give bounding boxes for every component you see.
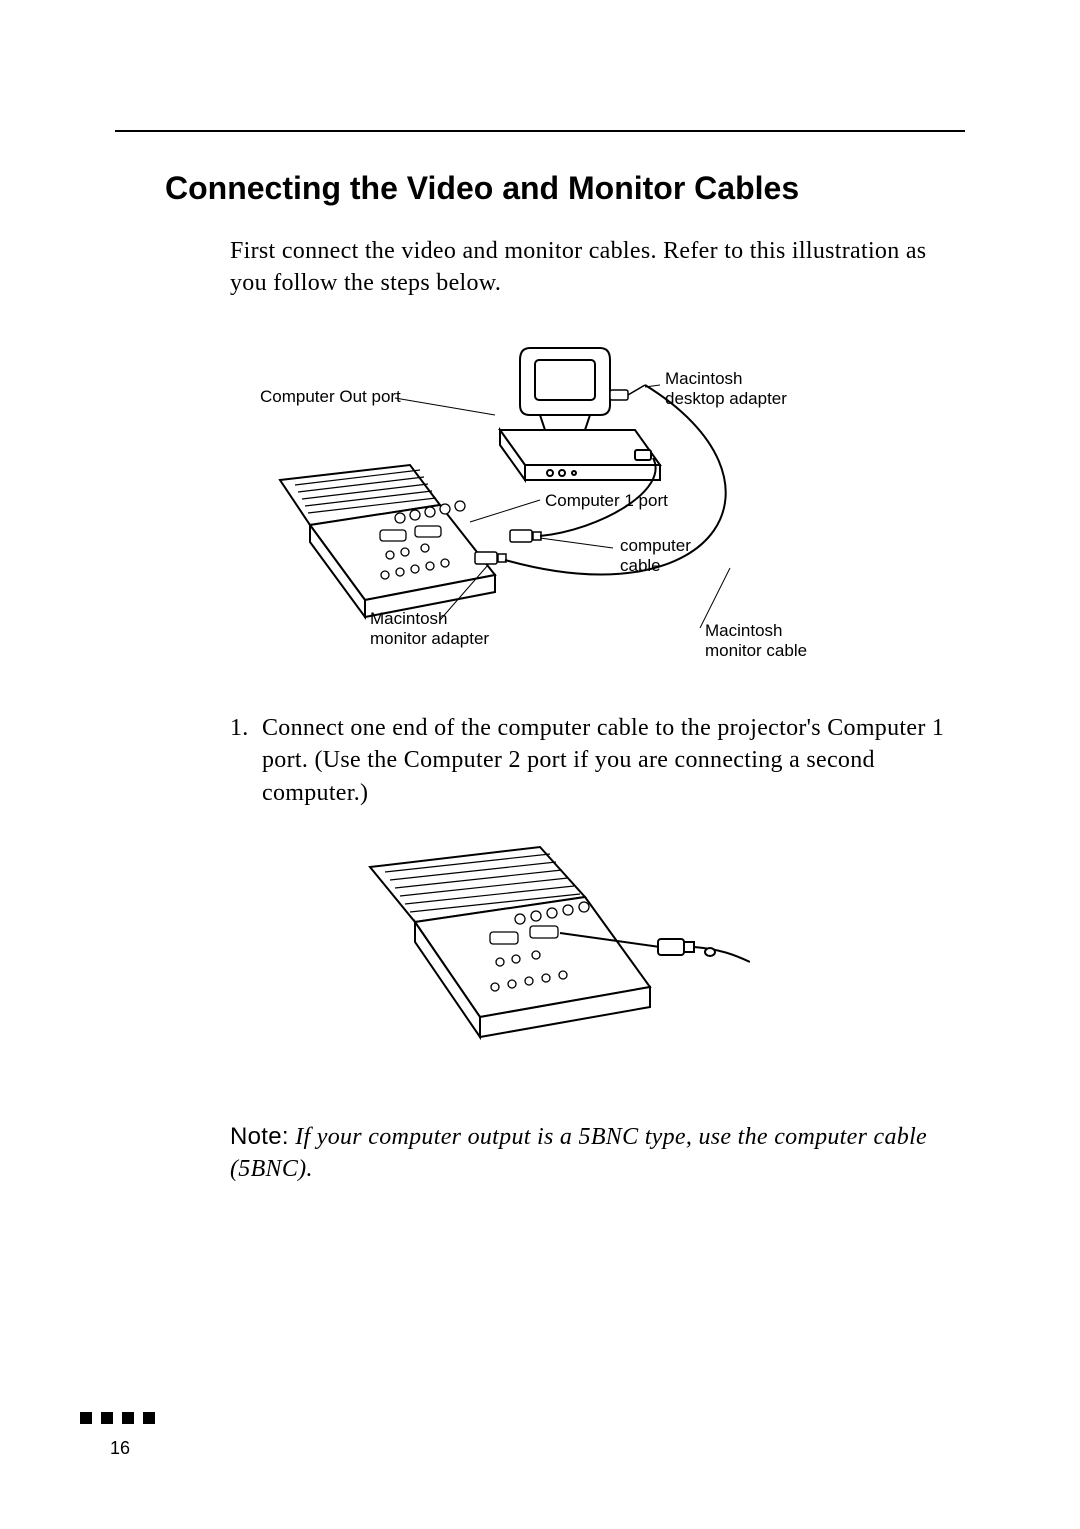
label-computer-out-port: Computer Out port [260, 386, 401, 407]
footer-decor-squares [80, 1412, 155, 1424]
label-mac-desktop-adapter-l1: Macintosh [665, 368, 742, 389]
step-1-text: Connect one end of the computer cable to… [262, 712, 950, 809]
square-icon [80, 1412, 92, 1424]
figure-step1-diagram [330, 827, 750, 1087]
top-rule [115, 130, 965, 132]
label-mac-monitor-cable-l1: Macintosh [705, 620, 782, 641]
label-mac-monitor-adapter-l1: Macintosh [370, 608, 447, 629]
note-label: Note: [230, 1123, 289, 1150]
note-body: If your computer output is a 5BNC type, … [230, 1124, 927, 1182]
label-computer-cable-l1: computer [620, 535, 691, 556]
step-1-number: 1. [230, 712, 262, 809]
square-icon [143, 1412, 155, 1424]
section-heading: Connecting the Video and Monitor Cables [165, 170, 965, 207]
intro-paragraph: First connect the video and monitor cabl… [230, 235, 950, 300]
manual-page: Connecting the Video and Monitor Cables … [0, 0, 1080, 1529]
label-mac-monitor-cable-l2: monitor cable [705, 640, 807, 661]
label-mac-desktop-adapter-l2: desktop adapter [665, 388, 787, 409]
note-paragraph: Note: If your computer output is a 5BNC … [230, 1121, 965, 1186]
square-icon [122, 1412, 134, 1424]
step1-svg [330, 827, 750, 1087]
page-number: 16 [110, 1438, 155, 1459]
square-icon [101, 1412, 113, 1424]
label-computer-1-port: Computer 1 port [545, 490, 668, 511]
step-1: 1. Connect one end of the computer cable… [230, 712, 950, 809]
page-footer: 16 [80, 1412, 155, 1459]
figure-connection-diagram: Computer Out port Macintosh desktop adap… [240, 330, 840, 680]
label-mac-monitor-adapter-l2: monitor adapter [370, 628, 489, 649]
label-computer-cable-l2: cable [620, 555, 661, 576]
